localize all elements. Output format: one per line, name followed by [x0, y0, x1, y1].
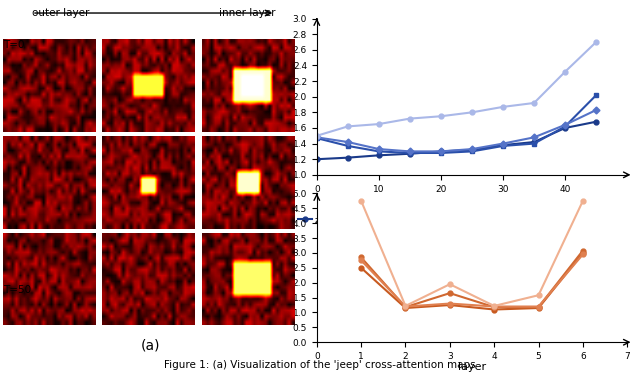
zeroscope [446, 303, 454, 307]
modelscope [313, 135, 321, 140]
modelscope [446, 301, 454, 306]
Text: (b): (b) [462, 218, 482, 232]
Line: modelscope: modelscope [358, 252, 586, 309]
zeroscope [534, 306, 542, 310]
Text: inner layer: inner layer [219, 8, 275, 18]
Text: T=50: T=50 [3, 285, 31, 295]
lavie [402, 304, 410, 308]
fatezero [561, 124, 569, 129]
Line: lavie: lavie [358, 198, 586, 308]
zeroscope [499, 143, 507, 147]
zeroscope [579, 251, 587, 255]
modelscope [357, 258, 365, 263]
lavie [437, 114, 445, 118]
zeroscope [561, 126, 569, 130]
modelscope [490, 304, 498, 309]
zeroscope [344, 155, 352, 160]
modelscope [534, 304, 542, 309]
Line: lavie: lavie [314, 39, 598, 138]
modelscope [593, 108, 600, 112]
fatezero [357, 255, 365, 260]
zeroscope [357, 266, 365, 270]
Line: zeroscope: zeroscope [358, 250, 586, 312]
modelscope [579, 252, 587, 257]
fatezero [344, 144, 352, 148]
modelscope [499, 141, 507, 146]
lavie [531, 101, 538, 105]
lavie [357, 199, 365, 203]
fatezero [579, 248, 587, 253]
Y-axis label: TMMC: TMMC [280, 80, 290, 113]
zeroscope [313, 157, 321, 161]
fatezero [402, 305, 410, 310]
fatezero [313, 136, 321, 140]
lavie [375, 122, 383, 126]
zeroscope [490, 307, 498, 312]
Line: fatezero: fatezero [314, 93, 598, 155]
zeroscope [593, 119, 600, 124]
X-axis label: timestep: timestep [447, 195, 497, 205]
zeroscope [406, 151, 414, 156]
fatezero [446, 291, 454, 295]
Text: T=0: T=0 [3, 40, 25, 49]
zeroscope [468, 148, 476, 152]
lavie [534, 293, 542, 298]
lavie [344, 124, 352, 129]
fatezero [531, 141, 538, 146]
fatezero [534, 305, 542, 310]
fatezero [593, 93, 600, 97]
zeroscope [402, 306, 410, 310]
modelscope [468, 147, 476, 151]
Line: fatezero: fatezero [358, 248, 586, 310]
modelscope [402, 304, 410, 309]
modelscope [406, 149, 414, 154]
lavie [561, 70, 569, 74]
Text: Figure 1: (a) Visualization of the 'jeep' cross-attention maps: Figure 1: (a) Visualization of the 'jeep… [164, 360, 476, 370]
lavie [313, 134, 321, 138]
Legend: zeroscope, fatezero, modelscope, lavie: zeroscope, fatezero, modelscope, lavie [296, 214, 538, 226]
fatezero [468, 149, 476, 154]
lavie [446, 282, 454, 286]
modelscope [531, 135, 538, 140]
X-axis label: layer: layer [458, 362, 486, 372]
modelscope [375, 147, 383, 151]
fatezero [406, 151, 414, 155]
lavie [499, 105, 507, 109]
fatezero [437, 151, 445, 155]
modelscope [344, 140, 352, 144]
Line: modelscope: modelscope [314, 108, 598, 154]
lavie [406, 116, 414, 121]
lavie [490, 304, 498, 308]
modelscope [561, 123, 569, 127]
modelscope [437, 149, 445, 154]
fatezero [490, 305, 498, 310]
Text: (a): (a) [141, 339, 160, 353]
zeroscope [437, 149, 445, 154]
zeroscope [531, 140, 538, 144]
lavie [468, 110, 476, 115]
Y-axis label: LMMC: LMMC [280, 251, 290, 285]
fatezero [375, 149, 383, 154]
lavie [593, 40, 600, 44]
zeroscope [375, 153, 383, 158]
lavie [579, 199, 587, 203]
Text: outer layer: outer layer [32, 8, 90, 18]
Line: zeroscope: zeroscope [314, 119, 598, 162]
fatezero [499, 144, 507, 148]
